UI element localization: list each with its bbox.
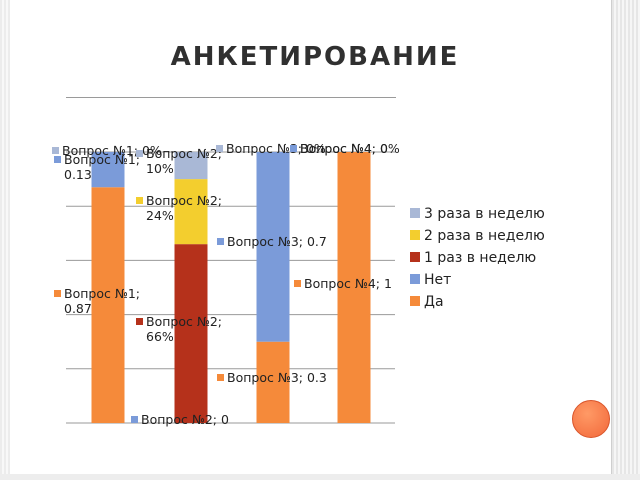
bar-segment	[337, 152, 371, 423]
data-label: Вопрос №3; 0.7	[227, 234, 327, 249]
data-label-marker	[217, 238, 224, 245]
bar-segment	[256, 152, 290, 342]
data-label-marker	[217, 374, 224, 381]
title-underline	[66, 97, 396, 98]
legend-swatch	[410, 230, 420, 240]
data-label-marker	[136, 150, 143, 157]
bar-segment	[174, 179, 208, 245]
data-label-marker	[290, 145, 297, 152]
legend-item-label: 3 раза в неделю	[424, 206, 545, 222]
bar-segment	[174, 244, 208, 423]
data-label: Вопрос №1; 0.87	[64, 286, 140, 316]
data-label-marker	[216, 145, 223, 152]
legend-item-label: 1 раз в неделю	[424, 250, 536, 266]
slide-title: АНКЕТИРОВАНИЕ	[170, 42, 460, 72]
data-label: Вопрос №3; 0%	[226, 141, 326, 156]
bar-segment	[91, 187, 125, 423]
decorative-circle	[572, 400, 610, 438]
slide-frame-bottom	[0, 474, 640, 480]
bar-segment	[91, 152, 125, 188]
data-label: Вопрос №2; 10%	[146, 146, 222, 176]
data-label: Вопрос №4; 0%	[300, 141, 400, 156]
data-label: Вопрос №2; 66%	[146, 314, 222, 344]
legend-swatch	[410, 296, 420, 306]
slide-frame-right	[611, 0, 640, 480]
legend-swatch	[410, 252, 420, 262]
data-label: Вопрос №4; 0	[300, 141, 388, 156]
data-label-marker	[54, 290, 61, 297]
data-label-marker	[131, 416, 138, 423]
data-label: Вопрос №2; 0	[141, 412, 229, 427]
bar-segment	[174, 152, 208, 180]
data-label: Вопрос №2; 24%	[146, 193, 222, 223]
data-label-marker	[136, 318, 143, 325]
data-label: Вопрос №3; 0.3	[227, 370, 327, 385]
legend-item-label: 2 раза в неделю	[424, 228, 545, 244]
legend-swatch	[410, 208, 420, 218]
data-label-marker	[294, 280, 301, 287]
data-label-marker	[52, 147, 59, 154]
legend-item-label: Нет	[424, 272, 451, 288]
legend-swatch	[410, 274, 420, 284]
data-label-marker	[136, 197, 143, 204]
bar-segment	[256, 341, 290, 423]
data-label-marker	[54, 156, 61, 163]
slide-frame-left	[0, 0, 10, 480]
legend-item-label: Да	[424, 294, 444, 310]
data-label: Вопрос №1; 0.13	[64, 152, 140, 182]
data-label: Вопрос №4; 1	[304, 276, 392, 291]
